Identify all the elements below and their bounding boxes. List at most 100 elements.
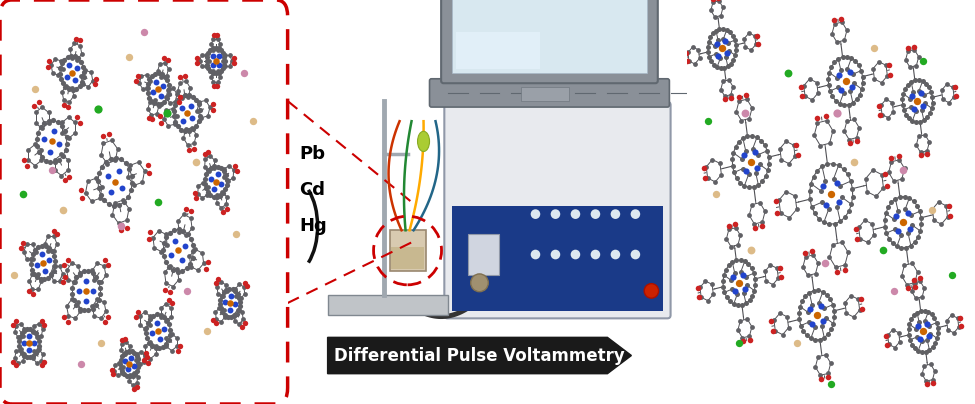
Point (738, 147, 754, 154)
Point (58, 82, 74, 89)
Point (56, 97, 71, 103)
Point (198, 185, 214, 191)
Point (23, 261, 39, 267)
Point (159, 110, 175, 116)
Point (234, 323, 250, 330)
Point (61, 86, 77, 93)
Point (926, 315, 942, 321)
Point (737, 258, 753, 265)
Point (747, 276, 762, 282)
Point (915, 78, 930, 84)
Point (906, 277, 921, 283)
Point (895, 96, 911, 102)
Point (78, 297, 94, 304)
Point (68, 274, 84, 280)
Point (855, 80, 871, 86)
Point (227, 288, 243, 294)
Point (844, 185, 860, 192)
Point (158, 107, 174, 114)
Point (21, 333, 37, 339)
Point (818, 113, 834, 119)
Point (744, 105, 760, 111)
Point (731, 98, 747, 104)
Point (73, 360, 89, 367)
Point (218, 181, 234, 188)
Point (843, 55, 859, 61)
Point (727, 143, 743, 150)
Point (47, 252, 62, 259)
Point (787, 153, 802, 160)
Point (832, 72, 847, 78)
Point (732, 318, 748, 324)
Point (216, 166, 232, 172)
Point (207, 165, 222, 171)
Point (909, 142, 924, 148)
Point (35, 351, 51, 358)
Point (16, 340, 31, 347)
Point (126, 363, 141, 370)
Point (153, 311, 169, 318)
Point (941, 202, 956, 209)
Point (206, 186, 221, 192)
Point (114, 337, 130, 343)
Point (136, 359, 152, 365)
Point (713, 55, 728, 61)
Point (197, 181, 213, 187)
Point (200, 191, 215, 198)
Point (200, 184, 215, 190)
Point (69, 65, 85, 72)
Point (54, 122, 69, 129)
Point (903, 242, 918, 249)
Point (46, 278, 61, 284)
Point (740, 133, 756, 139)
Point (26, 348, 42, 354)
Point (214, 67, 229, 74)
Point (750, 40, 765, 47)
Point (206, 194, 221, 200)
Point (47, 167, 62, 174)
Point (836, 166, 851, 173)
Point (57, 56, 72, 63)
Point (913, 119, 928, 125)
Point (709, 64, 724, 70)
Point (161, 337, 176, 343)
Point (716, 4, 731, 11)
Point (906, 105, 921, 112)
Point (898, 112, 914, 118)
Point (208, 179, 223, 185)
Point (176, 73, 192, 79)
Point (204, 74, 219, 80)
Point (716, 25, 731, 32)
Point (799, 332, 814, 339)
Point (25, 328, 41, 334)
Bar (391, 247, 424, 269)
Point (139, 90, 155, 97)
Point (701, 54, 717, 60)
Point (81, 268, 97, 275)
Point (910, 269, 925, 275)
Point (90, 296, 105, 303)
Point (21, 340, 37, 347)
Point (747, 33, 762, 39)
Circle shape (570, 209, 580, 219)
Point (221, 162, 237, 169)
Point (760, 154, 776, 160)
Point (97, 318, 112, 325)
Point (700, 297, 716, 304)
Point (27, 109, 43, 116)
Point (827, 307, 842, 314)
Point (203, 67, 218, 74)
Point (120, 174, 136, 180)
Point (161, 297, 176, 303)
Point (160, 77, 176, 83)
Point (722, 298, 738, 305)
Point (52, 263, 67, 269)
Point (113, 365, 129, 371)
Point (157, 99, 173, 105)
Point (132, 313, 147, 319)
Point (142, 229, 158, 236)
Point (160, 123, 176, 129)
Point (149, 320, 165, 326)
Point (44, 248, 59, 255)
Point (145, 234, 161, 241)
